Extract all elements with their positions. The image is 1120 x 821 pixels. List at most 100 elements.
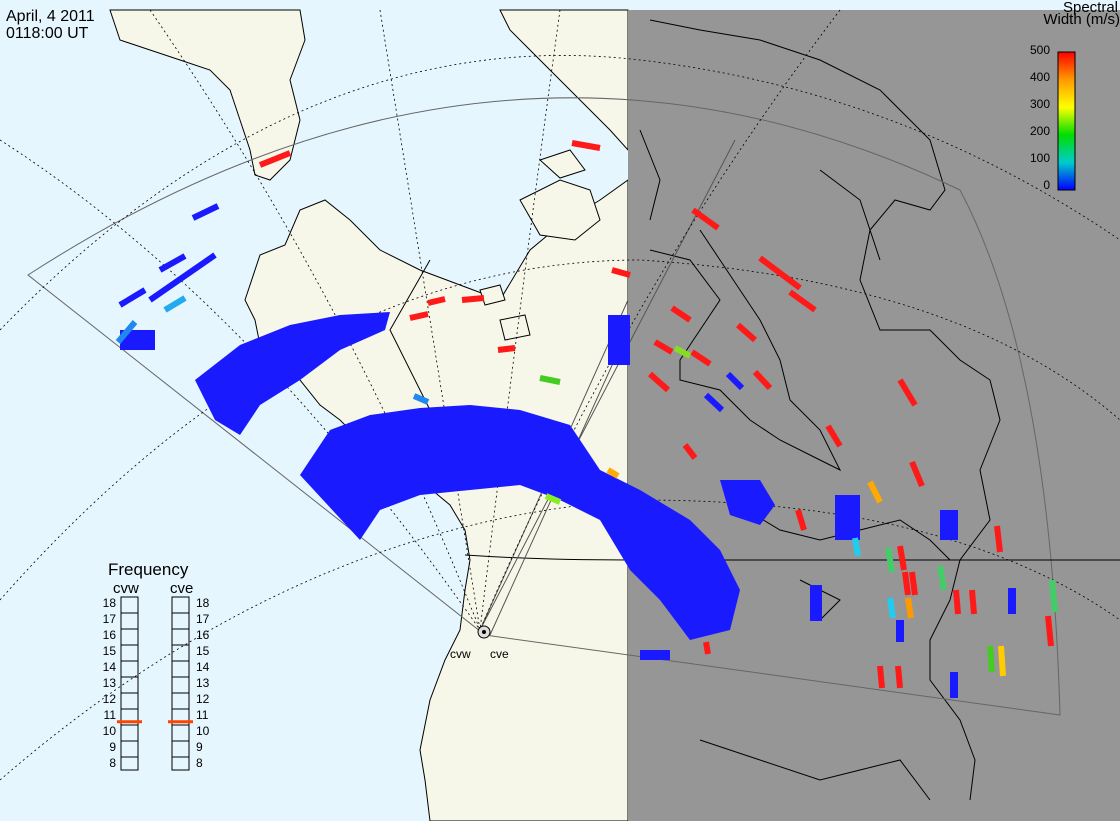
frequency-tick-left: 9 (109, 740, 116, 754)
frequency-tick-left: 10 (102, 724, 116, 738)
echo-streak (1045, 615, 1054, 647)
echo-streak (653, 339, 674, 355)
echo-streak (897, 378, 918, 407)
echo-streak (897, 545, 907, 571)
echo-band-north (195, 312, 390, 435)
echo-streak (852, 537, 861, 557)
echo-streak (937, 565, 947, 591)
frequency-tick-left: 8 (109, 756, 116, 770)
echo-streak (994, 525, 1003, 553)
frequency-box-cve (171, 596, 190, 771)
echo-streak (148, 252, 217, 303)
frequency-tick-left: 18 (102, 596, 116, 610)
echo-streak (606, 467, 620, 479)
frequency-title: Frequency (108, 560, 189, 579)
colorbar-tick: 100 (1029, 151, 1050, 165)
frequency-tick-right: 15 (196, 644, 210, 658)
echo-streak (969, 589, 977, 615)
echo-streak (887, 597, 896, 619)
radar-site-center (482, 630, 486, 634)
frequency-tick-left: 11 (103, 708, 116, 722)
echo-streak (115, 320, 138, 344)
echo-streak (736, 322, 757, 343)
echo-streak (409, 311, 429, 321)
frequency-tick-right: 9 (196, 740, 203, 754)
echo-patch (810, 585, 822, 621)
colorbar-tick: 0 (1043, 178, 1050, 192)
frequency-tick-right: 14 (196, 660, 210, 674)
echo-streak (895, 665, 903, 689)
echo-streak (539, 375, 561, 385)
backscatter-echoes (120, 312, 1016, 698)
frequency-tick-left: 16 (102, 628, 116, 642)
echo-streak (691, 207, 720, 231)
colorbar-tick: 400 (1029, 70, 1050, 84)
echo-streak (703, 641, 711, 655)
siberia-land (109, 9, 306, 181)
frequency-grid (121, 612, 189, 758)
echo-band-east (720, 480, 775, 525)
frequency-tick-right: 11 (196, 708, 209, 722)
echo-streak (758, 255, 802, 291)
echo-streak (877, 665, 885, 689)
colorbar-gradient (1057, 51, 1076, 191)
frequency-tick-left: 12 (102, 692, 116, 706)
radar-fov-outline (27, 97, 1061, 716)
echo-streak (258, 150, 292, 168)
colorbar-title-line1: Spectral (1062, 0, 1118, 16)
frequency-panel (120, 596, 190, 771)
frequency-tick-left: 15 (102, 644, 116, 658)
echo-streak (670, 305, 692, 323)
arctic-islands (479, 149, 601, 341)
colorbar-title-line2: Width (m/s) (1043, 11, 1120, 28)
echo-streak (690, 349, 712, 367)
echo-patch (896, 620, 904, 642)
echo-streak (158, 253, 187, 273)
echo-patch (950, 672, 958, 698)
echo-streak (412, 393, 430, 405)
colorbar-tick: 200 (1029, 124, 1050, 138)
echo-streak (544, 493, 562, 505)
echo-patch (120, 330, 155, 350)
echo-streak (867, 480, 883, 504)
echo-streak (825, 424, 843, 448)
echo-patch (835, 495, 860, 540)
colorbar-tick: 300 (1029, 97, 1050, 111)
echo-patch (940, 510, 958, 540)
frequency-tick-left: 14 (102, 660, 116, 674)
site-label-cvw: cvw (450, 647, 471, 661)
colorbar (1057, 51, 1076, 191)
frequency-tick-right: 13 (196, 676, 210, 690)
echo-streak (788, 289, 817, 313)
echo-streak (427, 296, 446, 306)
echo-streak (497, 345, 516, 353)
echo-streak (902, 571, 911, 596)
echo-streak (163, 295, 187, 313)
frequency-tick-right: 17 (196, 612, 210, 626)
echo-streak (953, 589, 961, 615)
echo-streak (648, 371, 670, 393)
frequency-tick-right: 12 (196, 692, 210, 706)
frequency-tick-left: 17 (102, 612, 116, 626)
echo-streak (118, 287, 147, 308)
backscatter-streaks (115, 140, 1058, 689)
echo-streak (673, 345, 692, 359)
echo-streak (987, 645, 995, 673)
echo-streak (909, 571, 918, 596)
echo-streak (885, 547, 895, 573)
frequency-tick-right: 10 (196, 724, 210, 738)
echo-patch (608, 315, 630, 365)
site-label-cve: cve (490, 647, 509, 661)
echo-streak (1049, 579, 1058, 613)
echo-streak (571, 140, 601, 151)
radar-label-cve: cve (170, 580, 194, 597)
echo-streak (909, 460, 925, 488)
echo-band-main (300, 405, 740, 640)
frequency-tick-left: 13 (102, 676, 116, 690)
echo-streak (682, 443, 698, 460)
frequency-tick-right: 18 (196, 596, 210, 610)
radar-label-cvw: cvw (113, 580, 139, 597)
echo-patch (1008, 588, 1016, 614)
echo-streak (461, 295, 485, 303)
